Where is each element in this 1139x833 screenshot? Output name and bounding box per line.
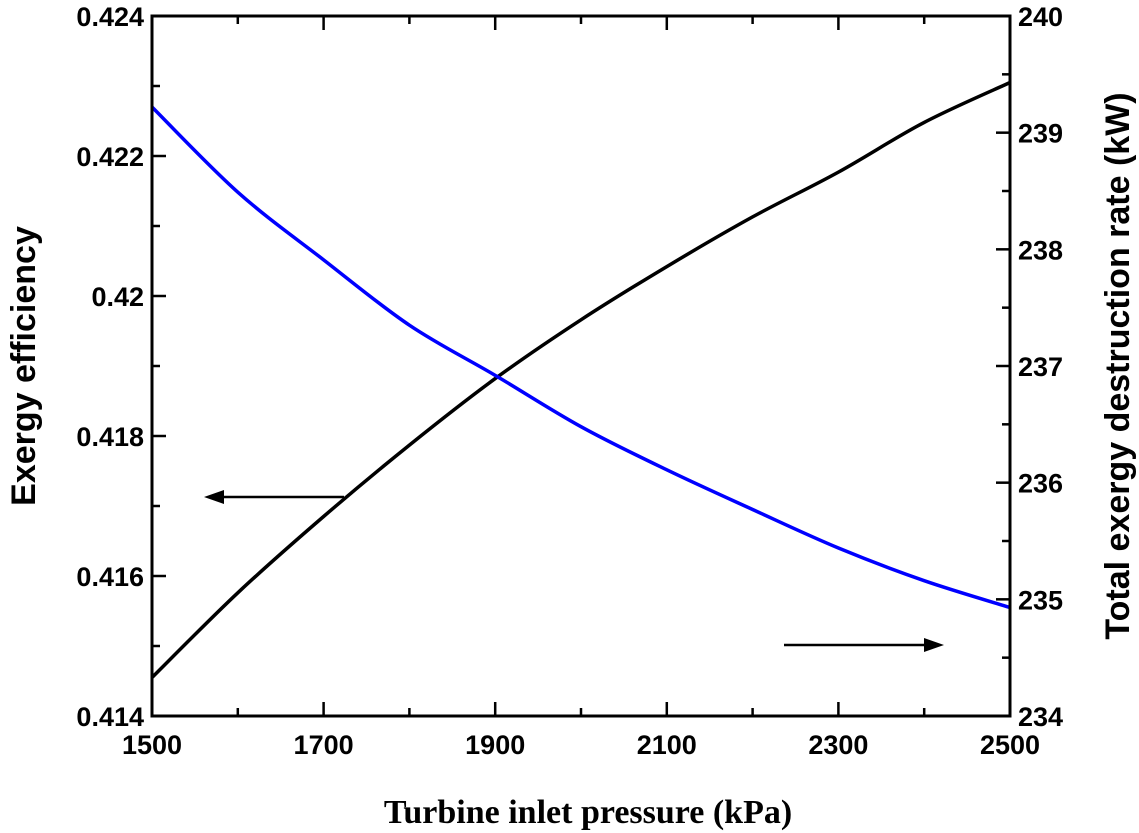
x-axis-label: Turbine inlet pressure (kPa) xyxy=(384,794,792,831)
y-left-tick-label: 0.422 xyxy=(76,142,144,172)
x-tick-label: 2300 xyxy=(808,730,868,760)
x-tick-label: 2100 xyxy=(637,730,697,760)
series-line-exergy-efficiency xyxy=(150,80,1011,679)
y-left-tick-label: 0.42 xyxy=(91,282,144,312)
series-line-destruction-rate xyxy=(150,105,1011,610)
y-left-tick-label: 0.424 xyxy=(76,2,144,32)
arrow-right-head xyxy=(924,638,944,652)
y-left-label: Exergy efficiency xyxy=(5,226,43,506)
plot-frame xyxy=(150,14,1012,718)
arrow-layer xyxy=(204,490,944,652)
y-right-tick-label: 239 xyxy=(1018,119,1063,149)
y-left-tick-label: 0.418 xyxy=(76,422,144,452)
series-layer xyxy=(150,80,1011,679)
y-right-tick-label: 238 xyxy=(1018,235,1063,265)
y-right-tick-label: 236 xyxy=(1018,469,1063,499)
y-right-tick-label: 240 xyxy=(1018,2,1063,32)
y-left-tick-label: 0.416 xyxy=(76,562,144,592)
arrow-left-head xyxy=(204,490,224,504)
x-tick-label: 2500 xyxy=(980,730,1040,760)
y-right-tick-label: 234 xyxy=(1018,702,1063,732)
y-left-tick-label: 0.414 xyxy=(76,702,144,732)
y-right-ticks: 234 235 236 237 238 239 240 xyxy=(996,2,1063,732)
y-right-tick-label: 235 xyxy=(1018,585,1063,615)
x-tick-label: 1900 xyxy=(465,730,525,760)
x-ticks: 1500 1700 1900 2100 2300 2500 xyxy=(122,16,1040,760)
y-right-label: Total exergy destruction rate (kW) xyxy=(1099,92,1137,639)
x-tick-label: 1500 xyxy=(122,730,182,760)
x-tick-label: 1700 xyxy=(294,730,354,760)
y-right-tick-label: 237 xyxy=(1018,352,1063,382)
